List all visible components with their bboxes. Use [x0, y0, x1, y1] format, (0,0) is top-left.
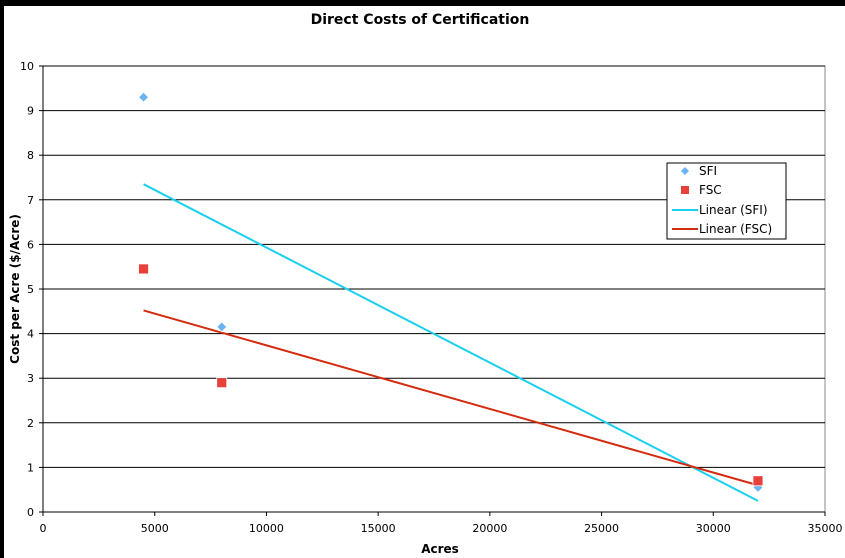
- y-tick-label: 10: [20, 60, 34, 73]
- y-axis-label: Cost per Acre ($/Acre): [8, 214, 22, 364]
- legend-sfi-label: SFI: [699, 164, 717, 178]
- trendline-sfi: [143, 183, 759, 502]
- legend-fsc-marker: [681, 186, 689, 194]
- y-tick-label: 4: [27, 328, 34, 341]
- x-tick-label: 0: [40, 522, 47, 535]
- data-points: [137, 91, 764, 494]
- y-tick-label: 5: [27, 283, 34, 296]
- x-tick-label: 15000: [361, 522, 396, 535]
- legend-linear-fsc-label: Linear (FSC): [699, 222, 772, 236]
- y-tick-label: 8: [27, 149, 34, 162]
- x-tick-label: 25000: [584, 522, 619, 535]
- axes: 0 1 2 3 4 5 6 7 8 9 10 0 5000 10000 15000 20000 25000 300…: [20, 60, 843, 535]
- y-tick-label: 0: [27, 506, 34, 519]
- trendlines: [143, 183, 759, 502]
- legend-fsc-label: FSC: [699, 183, 722, 197]
- legend-linear-sfi-label: Linear (SFI): [699, 203, 768, 217]
- x-tick-label: 35000: [808, 522, 843, 535]
- trendline-fsc: [143, 309, 759, 487]
- point-fsc-0: [138, 263, 149, 275]
- y-tick-label: 2: [27, 417, 34, 430]
- point-fsc-1: [216, 377, 228, 389]
- top-border: [0, 0, 845, 6]
- x-tick-label: 10000: [249, 522, 284, 535]
- chart-title: Direct Costs of Certification: [311, 12, 530, 28]
- legend: SFI FSC Linear (SFI) Linear (FSC): [666, 162, 787, 240]
- y-tick-label: 3: [27, 372, 34, 385]
- point-fsc-2: [752, 475, 764, 487]
- x-tick-label: 20000: [472, 522, 507, 535]
- y-tick-label: 7: [27, 194, 34, 207]
- y-tick-label: 1: [27, 461, 34, 474]
- x-tick-label: 30000: [696, 522, 731, 535]
- legend-box: [666, 162, 787, 240]
- y-tick-label: 6: [27, 238, 34, 251]
- x-tick-label: 5000: [141, 522, 169, 535]
- legend-sfi-marker: [681, 167, 689, 175]
- left-border: [0, 0, 4, 558]
- x-axis-label: Acres: [421, 542, 459, 556]
- point-sfi-1: [216, 321, 228, 333]
- y-tick-label: 9: [27, 105, 34, 118]
- point-sfi-0: [137, 91, 150, 103]
